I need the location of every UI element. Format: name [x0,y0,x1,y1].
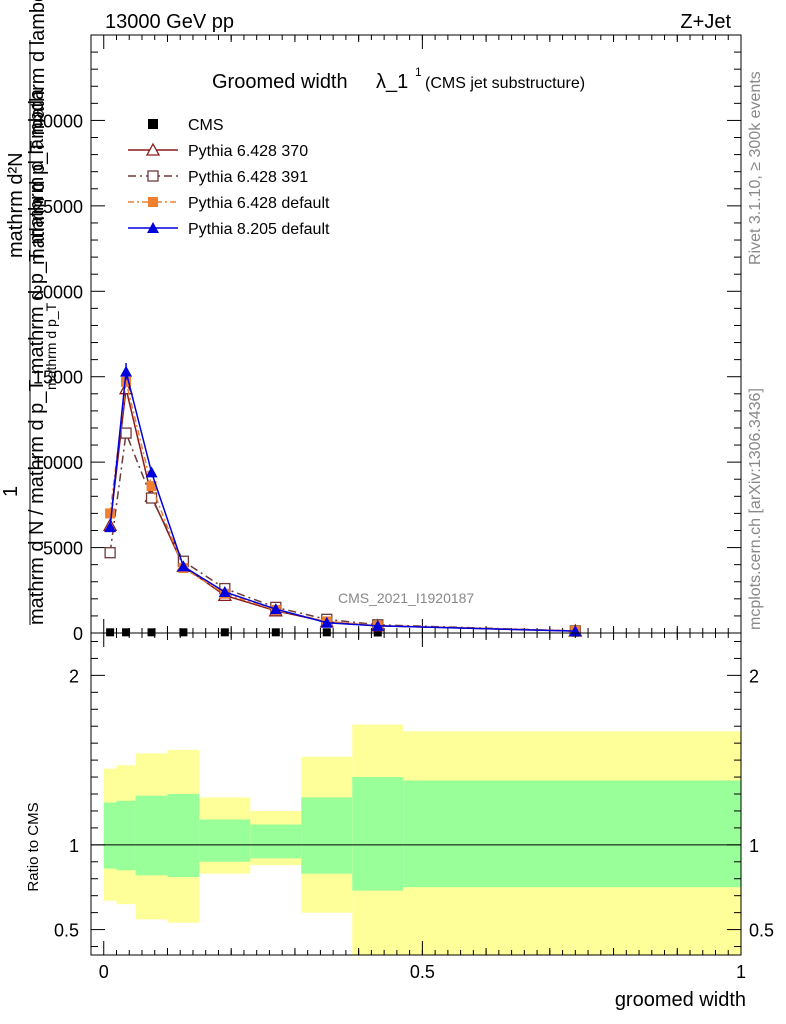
series-3-point-2 [146,481,157,492]
ylabel-one: 1 [0,486,22,497]
main-ytick-label-0: 0 [73,624,83,644]
series-2-point-0 [104,547,116,559]
legend-marker-2 [147,170,159,182]
inner-band-1 [116,800,136,871]
ylabel-numerator: mathrm d²N [5,152,27,258]
series-0-point-4 [220,628,229,637]
title-symbol: λ_1 [376,71,408,93]
main-ytick-label-4: 20000 [33,282,83,302]
main-ytick-label-5: 25000 [33,197,83,217]
rivet-label: Rivet 3.1.10, ≥ 300k events [747,71,764,265]
ratio-ytick-label-right-1: 1 [749,836,759,856]
main-ylabel: 1 mathrm d²N mathrm d p_T mathrm d lambd… [0,0,59,625]
header-right: Z+Jet [680,11,731,33]
watermark: CMS_2021_I1920187 [338,590,474,606]
series-4-point-0 [104,521,117,533]
plot-title: Groomed width λ_1 1 (CMS jet substructur… [212,65,585,93]
series-0-point-5 [271,628,280,637]
series-4-point-3 [177,560,190,572]
ratio-ytick-label-right-0: 0.5 [749,921,774,941]
series-0-point-3 [179,628,188,637]
series-4-point-4 [218,585,231,597]
ratio-ytick-label-0: 0.5 [54,921,79,941]
title-superscript: 1 [415,65,422,79]
ratio-ytick-label-1: 1 [69,836,79,856]
series-line-3 [109,381,576,632]
legend-label-1: Pythia 6.428 370 [188,143,308,160]
legend-label-0: CMS [188,117,224,134]
series-2-point-1 [120,427,132,439]
series-0-point-7 [373,628,382,637]
main-ytick-label-6: 30000 [33,111,83,131]
series-0-point-6 [322,628,331,637]
main-ytick-label-1: 5000 [43,539,83,559]
xtick-label-1: 0.5 [410,962,435,982]
header-left: 13000 GeV pp [105,11,234,33]
series-0-point-1 [122,628,131,637]
title-main: Groomed width [212,71,348,93]
inner-band-3 [167,794,200,878]
legend-label-4: Pythia 8.205 default [188,221,330,238]
main-ytick-label-2: 10000 [33,453,83,473]
ratio-ylabel: Ratio to CMS [25,802,42,891]
legend-marker-4 [147,222,159,233]
title-sub: (CMS jet substructure) [425,75,585,92]
main-axes: 0 5000 10000 15000 20000 25000 30000 [33,34,742,644]
ratio-axes: 0.5 0.5 1 1 2 2 0 0.5 1 [54,632,774,982]
series-4-point-6 [320,616,333,628]
inner-band-6 [301,797,353,874]
legend-marker-3 [148,197,158,207]
inner-band-8 [403,780,741,888]
inner-band-7 [352,777,404,891]
legend: CMS Pythia 6.428 370 Pythia 6.428 391 Pythi… [128,117,330,238]
series-3-point-1 [121,376,132,387]
ratio-bands [103,724,741,955]
ratio-ytick-label-2: 2 [69,666,79,686]
series-4-point-2 [145,466,158,478]
inner-band-5 [250,824,302,859]
inner-band-2 [135,795,168,876]
mcplots-label: mcplots.cern.ch [arXiv:1306.3436] [747,388,764,630]
ylabel-overlay-bottom: mathrm d p_T [43,302,59,390]
legend-label-2: Pythia 6.428 391 [188,169,308,186]
series-4-point-7 [371,619,384,631]
series-0-point-2 [147,628,156,637]
ylabel-denominator: mathrm d N / mathrm d p_T mathrm d p_T m… [26,88,48,625]
series-4-point-5 [269,603,282,615]
ratio-ytick-label-right-2: 2 [749,666,759,686]
series-1-point-1 [118,381,134,395]
xtick-label-0: 0 [99,962,109,982]
inner-band-0 [103,802,117,869]
main-ytick-label-3: 15000 [33,368,83,388]
series-0-point-0 [106,628,115,637]
xtick-label-2: 1 [736,962,746,982]
xlabel: groomed width [615,989,746,1011]
legend-marker-0 [148,119,158,129]
inner-band-4 [199,819,251,862]
ylabel-overlay-top: mathrm d p_T mathrm d lambda [27,0,49,265]
legend-marker-1 [145,142,161,156]
legend-label-3: Pythia 6.428 default [188,195,330,212]
series-3-point-0 [105,508,116,519]
